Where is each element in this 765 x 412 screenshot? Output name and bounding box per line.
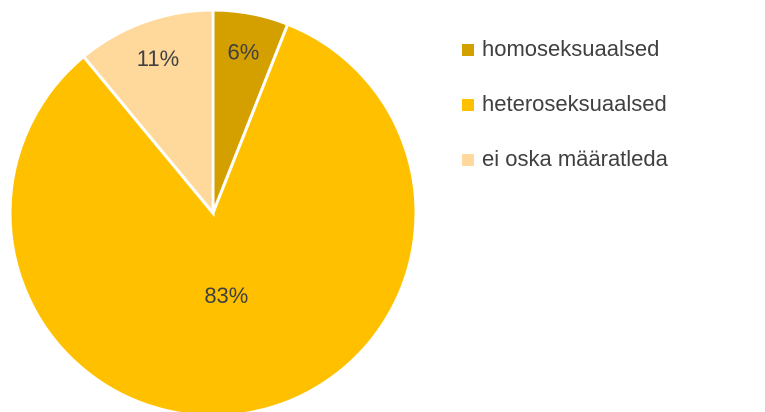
pie-slice bbox=[81, 8, 215, 218]
legend-swatch bbox=[462, 99, 474, 111]
data-label: 11% bbox=[137, 46, 179, 71]
data-label: 6% bbox=[228, 39, 260, 64]
legend-swatch bbox=[462, 154, 474, 166]
legend-label: heteroseksuaalsed bbox=[482, 91, 667, 116]
legend-label: ei oska määratleda bbox=[482, 146, 669, 171]
pie-slice bbox=[8, 22, 418, 412]
data-label: 83% bbox=[204, 283, 248, 308]
legend-label: homoseksuaalsed bbox=[482, 36, 659, 61]
legend-swatch bbox=[462, 44, 474, 56]
